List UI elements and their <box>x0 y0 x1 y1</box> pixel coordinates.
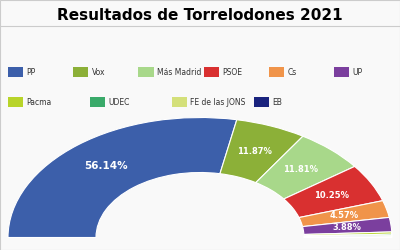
Text: Resultados de Torrelodones 2021: Resultados de Torrelodones 2021 <box>57 8 343 22</box>
Bar <box>269 68 284 77</box>
Wedge shape <box>220 120 303 183</box>
Text: PP: PP <box>26 68 36 77</box>
Text: PSOE: PSOE <box>222 68 242 77</box>
Text: 11.87%: 11.87% <box>237 147 272 156</box>
Text: 4.57%: 4.57% <box>329 211 358 220</box>
Bar <box>204 68 219 77</box>
Bar <box>8 98 23 107</box>
Text: 10.25%: 10.25% <box>314 191 349 200</box>
Text: UP: UP <box>352 68 362 77</box>
Bar <box>8 68 23 77</box>
Text: 11.81%: 11.81% <box>284 166 318 174</box>
Wedge shape <box>304 237 392 238</box>
Wedge shape <box>8 118 237 238</box>
Wedge shape <box>304 236 392 237</box>
Text: FE de las JONS: FE de las JONS <box>190 98 246 107</box>
Text: Más Madrid: Más Madrid <box>157 68 201 77</box>
Bar <box>73 68 88 77</box>
Bar <box>172 98 187 107</box>
Wedge shape <box>304 232 392 236</box>
Wedge shape <box>302 218 392 234</box>
Wedge shape <box>299 201 389 226</box>
Text: Vox: Vox <box>92 68 105 77</box>
Wedge shape <box>284 166 383 218</box>
Text: Cs: Cs <box>287 68 296 77</box>
Text: 3.88%: 3.88% <box>333 223 362 232</box>
Text: UDEC: UDEC <box>108 98 130 107</box>
Bar <box>254 98 269 107</box>
Wedge shape <box>256 136 355 199</box>
Bar <box>138 68 154 77</box>
Text: Pacma: Pacma <box>26 98 52 107</box>
Text: EB: EB <box>272 98 282 107</box>
Bar <box>90 98 105 107</box>
Bar <box>334 68 349 77</box>
Text: 56.14%: 56.14% <box>84 161 128 171</box>
Wedge shape <box>304 234 392 236</box>
